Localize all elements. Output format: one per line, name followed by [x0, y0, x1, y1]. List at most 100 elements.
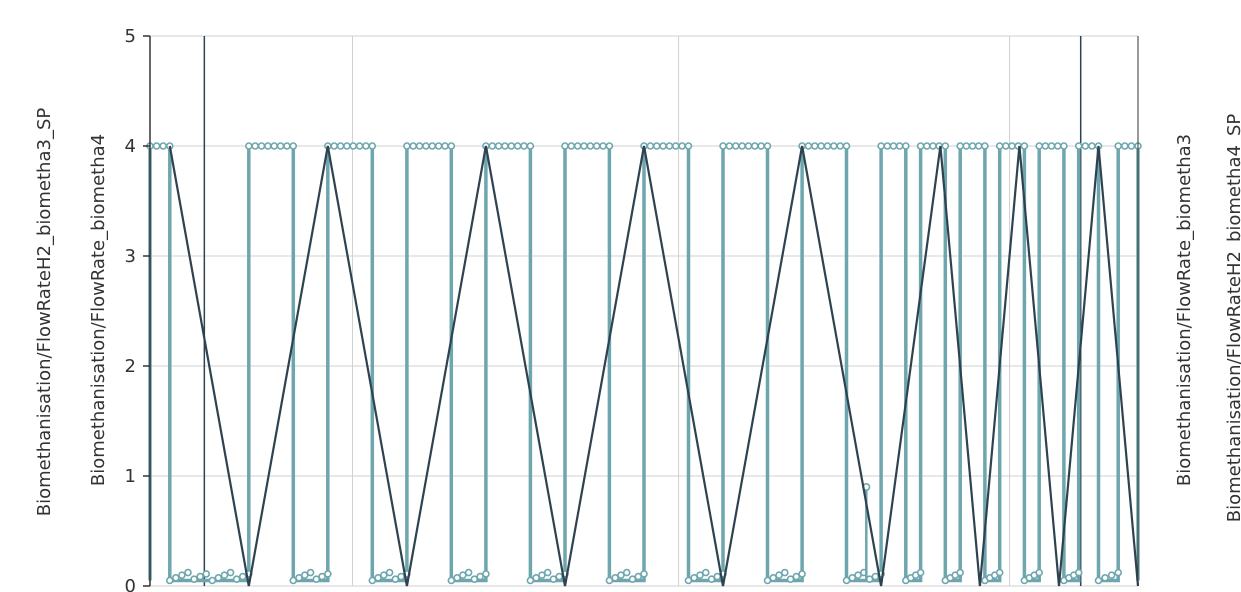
series-light-point-101 [684, 576, 693, 585]
series-light-point-169 [1020, 142, 1029, 150]
series-light-point-42 [374, 574, 382, 582]
series-light-point-87 [611, 574, 619, 582]
series-light-point-160 [981, 142, 989, 150]
series-light-point-69 [520, 142, 528, 150]
series-light-point-115 [763, 142, 772, 150]
series-light-point-130 [842, 142, 851, 150]
series-light-point-193 [1127, 142, 1136, 150]
series-light-point-183 [1074, 142, 1083, 150]
series-light-point-151 [941, 142, 950, 150]
labels: Biomethanisation/FlowRateH2_biometha3_SP… [34, 108, 1241, 523]
series-light-point-140 [889, 142, 898, 150]
series-light-point-149 [929, 142, 937, 150]
series-light-point-89 [622, 568, 631, 577]
series-light-point-141 [895, 142, 904, 150]
series-light-point-188 [1101, 574, 1109, 582]
series-light-point-71 [526, 576, 535, 585]
series-light-point-103 [696, 571, 704, 580]
series-light-point-57 [453, 574, 461, 582]
series-light-point-121 [792, 572, 801, 581]
series-light-point-122 [798, 570, 806, 578]
series-light-point-164 [995, 568, 1004, 577]
series-light-point-108 [719, 142, 727, 150]
series-light-point-96 [659, 142, 667, 150]
series-light-point-70 [526, 142, 535, 150]
series-light-point-128 [830, 142, 838, 150]
series-light-point-104 [701, 568, 710, 577]
series-light-point-32 [324, 570, 332, 578]
series-light-point-100 [684, 142, 693, 150]
series-light-point-192 [1121, 142, 1129, 150]
series-light-point-157 [962, 142, 971, 150]
series-light-point-132 [848, 574, 857, 582]
series-light-point-90 [628, 575, 637, 583]
series-light-point-102 [690, 574, 699, 582]
series-light-point-15 [232, 575, 241, 583]
series-light-point-86 [605, 576, 614, 585]
series-light-point-105 [707, 575, 716, 583]
series-light-point-75 [549, 575, 558, 583]
series-light-point-173 [1035, 568, 1043, 577]
series-light-point-73 [538, 571, 546, 580]
series-light-point-66 [501, 142, 509, 150]
series-light-point-85 [605, 142, 614, 150]
series-light-point-165 [995, 142, 1004, 150]
series-light-point-125 [810, 142, 819, 150]
series-light-point-109 [725, 142, 734, 150]
series-light-point-189 [1107, 571, 1116, 580]
series-light-point-185 [1088, 142, 1096, 150]
series-light-point-43 [380, 571, 388, 580]
series-light-point-116 [763, 576, 772, 585]
series-light-point-111 [738, 142, 746, 150]
series-light-point-146 [916, 568, 925, 577]
series-light-point-83 [592, 142, 601, 150]
series-light-point-28 [300, 571, 309, 580]
series-light-point-61 [476, 572, 484, 581]
y-axis-label-right-1: Biomethanisation/FlowRate_biometha3 [1174, 134, 1195, 486]
series-light-point-55 [447, 142, 456, 150]
series-light-point-187 [1094, 576, 1103, 585]
series-light-point-27 [295, 574, 303, 582]
series-light-point-97 [665, 142, 674, 150]
series-light-point-155 [956, 568, 964, 577]
y-tick-label-0: 0 [125, 576, 136, 592]
series-light-point-25 [289, 142, 298, 150]
series-light-point-64 [488, 142, 497, 150]
series-light-point-22 [270, 142, 279, 150]
series-light-line [148, 144, 1140, 583]
series-light-point-126 [817, 142, 825, 150]
series-light-point-51 [422, 142, 430, 150]
y-tick-label-5: 5 [125, 26, 136, 47]
series-light-point-19 [251, 142, 259, 150]
series-light-point-31 [318, 572, 326, 581]
series-light-point-18 [245, 142, 253, 150]
series-light-point-191 [1114, 142, 1123, 150]
series-light-point-10 [202, 570, 211, 578]
y-tick-label-1: 1 [125, 466, 136, 487]
series-light-point-158 [968, 142, 977, 150]
series-light-point-142 [902, 142, 910, 150]
y-axis-label-right-2: Biomethanisation/FlowRateH2_biometha4_SP [1224, 114, 1241, 523]
series-light-point-23 [276, 142, 285, 150]
series-light-point-80 [573, 142, 582, 150]
series-light-point-124 [804, 142, 813, 150]
series-light-point-59 [464, 568, 473, 577]
series-light-point-127 [823, 142, 832, 150]
series-light-point-174 [1035, 142, 1043, 150]
series-light-point-6 [178, 571, 186, 580]
series-light-point-190 [1114, 568, 1123, 577]
series-light-point-8 [190, 575, 198, 583]
series-light-point-79 [567, 142, 576, 150]
series-light-point-112 [744, 142, 753, 150]
series-light-point-184 [1081, 142, 1090, 150]
series-layer [146, 142, 1142, 587]
series-light-point-68 [513, 142, 522, 150]
series-light [146, 142, 1142, 585]
series-light-point-133 [854, 571, 862, 580]
series-light-point-175 [1041, 142, 1050, 150]
series-light-point-62 [482, 570, 490, 578]
series-light-point-49 [409, 142, 418, 150]
series-light-point-138 [877, 142, 885, 150]
series-light-point-13 [220, 571, 229, 580]
series-light-point-40 [368, 142, 377, 150]
